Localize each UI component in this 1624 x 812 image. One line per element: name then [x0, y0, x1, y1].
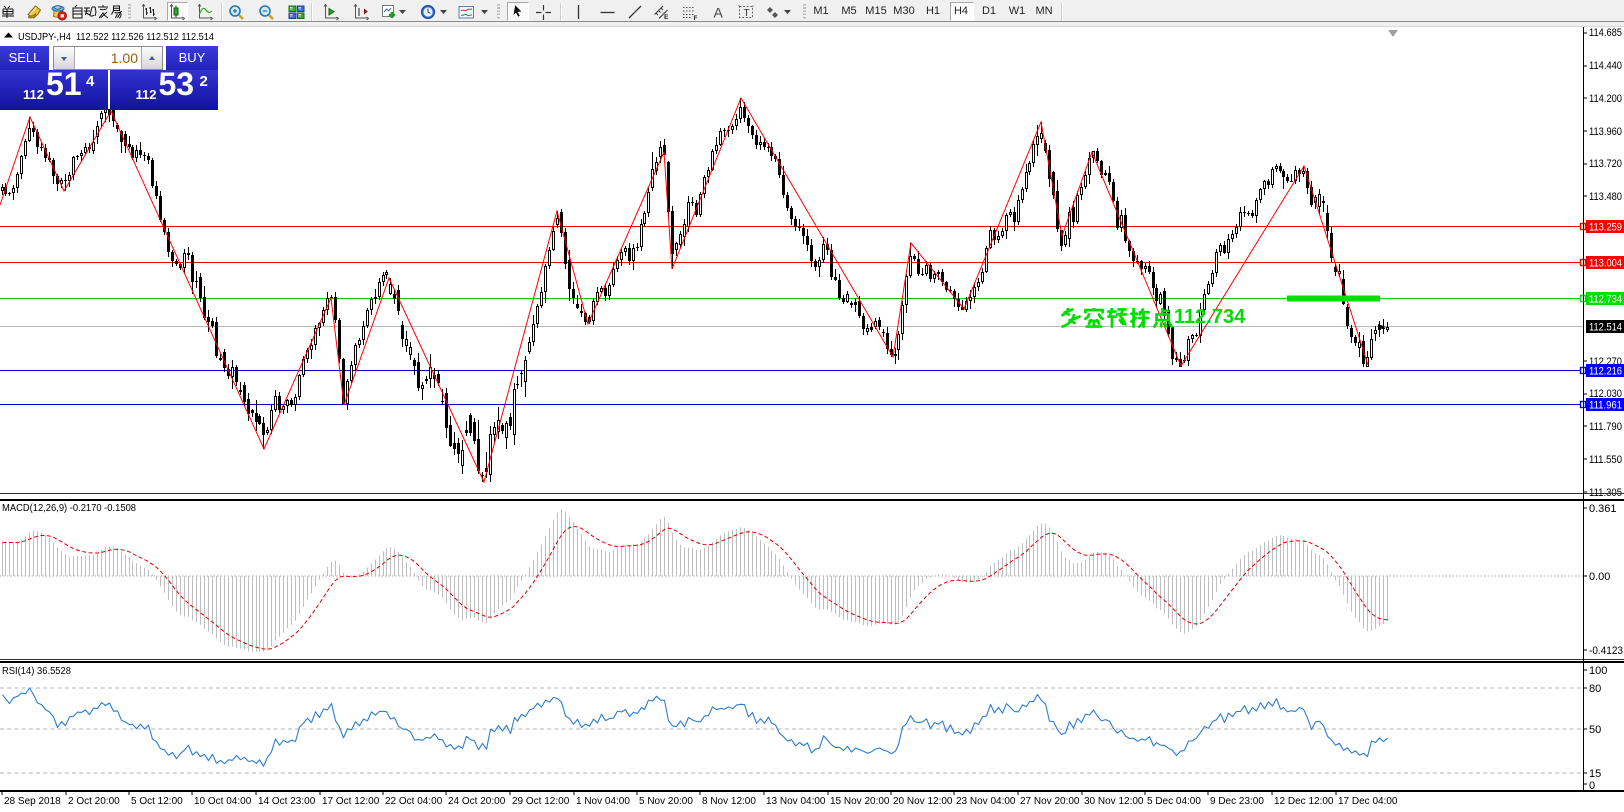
svg-text:0.361: 0.361 [1589, 503, 1617, 515]
svg-text:114.685: 114.685 [1589, 27, 1622, 39]
svg-text:5 Nov 20:00: 5 Nov 20:00 [639, 796, 693, 807]
svg-text:113.259: 113.259 [1589, 222, 1622, 234]
svg-text:80: 80 [1589, 683, 1601, 695]
svg-text:29 Oct 12:00: 29 Oct 12:00 [512, 796, 570, 807]
svg-text:22 Oct 04:00: 22 Oct 04:00 [385, 796, 443, 807]
svg-text:RSI(14) 36.5528: RSI(14) 36.5528 [2, 666, 71, 677]
svg-text:17 Dec 04:00: 17 Dec 04:00 [1338, 796, 1398, 807]
svg-text:A: A [714, 5, 724, 21]
svg-text:28 Sep 2018: 28 Sep 2018 [4, 796, 61, 807]
svg-text:F: F [694, 15, 698, 21]
svg-text:114.200: 114.200 [1589, 93, 1622, 105]
svg-text:13 Nov 04:00: 13 Nov 04:00 [766, 796, 826, 807]
svg-text:30 Nov 12:00: 30 Nov 12:00 [1084, 796, 1144, 807]
svg-text:5 Oct 12:00: 5 Oct 12:00 [131, 796, 183, 807]
svg-text:10 Oct 04:00: 10 Oct 04:00 [194, 796, 252, 807]
svg-text:111.961: 111.961 [1589, 400, 1622, 412]
svg-text:20 Nov 12:00: 20 Nov 12:00 [893, 796, 953, 807]
svg-text:-0.4123: -0.4123 [1589, 645, 1623, 657]
svg-text:9 Dec 23:00: 9 Dec 23:00 [1210, 796, 1264, 807]
svg-text:113.720: 113.720 [1589, 158, 1622, 170]
svg-text:113.004: 113.004 [1589, 258, 1622, 270]
svg-text:112.216: 112.216 [1589, 366, 1622, 378]
svg-text:112.514: 112.514 [1589, 322, 1622, 334]
svg-text:15: 15 [1589, 768, 1601, 780]
svg-text:50: 50 [1589, 724, 1601, 736]
svg-text:23 Nov 04:00: 23 Nov 04:00 [956, 796, 1016, 807]
svg-text:112.734: 112.734 [1589, 294, 1622, 306]
svg-text:27 Nov 20:00: 27 Nov 20:00 [1020, 796, 1080, 807]
svg-text:5 Dec 04:00: 5 Dec 04:00 [1147, 796, 1201, 807]
svg-text:24 Oct 20:00: 24 Oct 20:00 [448, 796, 506, 807]
svg-text:T: T [744, 8, 750, 19]
svg-text:111.790: 111.790 [1589, 421, 1622, 433]
svg-text:E: E [664, 14, 669, 21]
svg-text:100: 100 [1589, 665, 1607, 677]
svg-text:14 Oct 23:00: 14 Oct 23:00 [258, 796, 316, 807]
svg-text:MACD(12,26,9) -0.2170 -0.1508: MACD(12,26,9) -0.2170 -0.1508 [2, 503, 136, 514]
svg-text:113.480: 113.480 [1589, 191, 1622, 203]
svg-text:111.550: 111.550 [1589, 454, 1622, 466]
svg-text:2 Oct 20:00: 2 Oct 20:00 [68, 796, 120, 807]
svg-text:113.960: 113.960 [1589, 126, 1622, 138]
svg-text:0.00: 0.00 [1589, 571, 1610, 583]
svg-text:12 Dec 12:00: 12 Dec 12:00 [1274, 796, 1334, 807]
svg-text:1 Nov 04:00: 1 Nov 04:00 [576, 796, 630, 807]
svg-text:17 Oct 12:00: 17 Oct 12:00 [322, 796, 380, 807]
svg-text:0: 0 [1589, 780, 1595, 792]
svg-text:15 Nov 20:00: 15 Nov 20:00 [830, 796, 890, 807]
svg-text:8 Nov 12:00: 8 Nov 12:00 [702, 796, 756, 807]
svg-text:112.030: 112.030 [1589, 388, 1622, 400]
svg-text:114.440: 114.440 [1589, 60, 1622, 72]
svg-text:USDJPY-,H4 112.522 112.526 11: USDJPY-,H4 112.522 112.526 112.512 112.5… [18, 31, 214, 43]
